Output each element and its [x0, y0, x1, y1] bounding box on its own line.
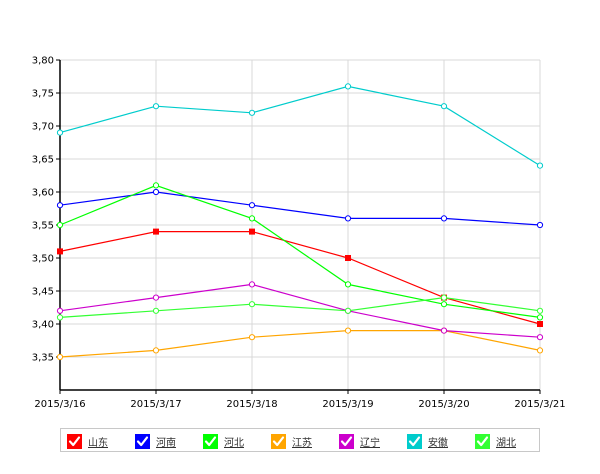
data-point [248, 281, 256, 288]
series-line [59, 191, 541, 226]
data-point [344, 215, 352, 222]
x-tick-label: 2015/3/17 [130, 399, 181, 410]
data-point [536, 314, 544, 321]
y-tick-label: 3,55 [32, 221, 54, 232]
data-point [248, 109, 256, 116]
legend-label[interactable]: 河北 [224, 437, 244, 449]
y-tick-label: 3,60 [32, 188, 54, 199]
legend-item[interactable]: 河北 [203, 433, 244, 449]
legend-label[interactable]: 辽宁 [360, 437, 380, 449]
data-point [536, 162, 544, 169]
y-tick-label: 3,80 [32, 56, 54, 67]
y-tick-label: 3,65 [32, 155, 54, 166]
data-point [440, 103, 448, 110]
y-tick-label: 3,45 [32, 287, 54, 298]
data-point [440, 301, 448, 308]
data-point [248, 334, 256, 341]
data-point [152, 182, 160, 189]
data-point [536, 307, 544, 314]
legend-checkbox-icon[interactable] [135, 433, 150, 449]
data-point [440, 327, 448, 334]
x-tick-label: 2015/3/19 [322, 399, 373, 410]
legend-checkbox-icon[interactable] [67, 433, 82, 449]
legend-label[interactable]: 江苏 [292, 437, 312, 449]
data-point [56, 353, 64, 361]
legend-checkbox-icon[interactable] [475, 433, 490, 449]
legend-checkbox-icon[interactable] [407, 433, 422, 449]
data-point [153, 228, 159, 235]
data-point [344, 281, 352, 288]
legend-item[interactable]: 河南 [135, 433, 176, 449]
x-tick-label: 2015/3/20 [418, 399, 469, 410]
data-point [56, 307, 64, 314]
data-point [152, 188, 160, 196]
legend-item[interactable]: 江苏 [271, 433, 312, 449]
legend-checkbox-icon[interactable] [271, 433, 286, 449]
data-point [152, 103, 160, 110]
data-point [344, 83, 352, 90]
data-point [57, 248, 63, 255]
data-point [248, 215, 256, 222]
data-point [152, 347, 160, 354]
data-point [56, 202, 64, 209]
data-point [248, 301, 256, 308]
data-point [345, 255, 351, 261]
y-tick-label: 3,40 [32, 320, 54, 331]
series-line [59, 283, 541, 338]
y-tick-label: 3,70 [32, 122, 54, 133]
legend-checkbox-icon[interactable] [203, 433, 218, 449]
legend-item[interactable]: 安徽 [407, 433, 448, 449]
y-tick-label: 3,50 [32, 254, 54, 265]
y-tick-label: 3,75 [32, 89, 54, 100]
data-point [537, 321, 543, 327]
data-point [249, 228, 255, 235]
x-tick-label: 2015/3/21 [514, 399, 565, 410]
data-point [152, 307, 160, 314]
series-line [59, 330, 541, 358]
legend-label[interactable]: 湖北 [496, 437, 516, 449]
chart-legend: 山东 河南 河北 江苏 辽宁 安徽 湖北 [60, 428, 540, 452]
data-point [440, 294, 448, 301]
x-tick-label: 2015/3/18 [226, 399, 277, 410]
data-point [248, 202, 256, 209]
data-point [344, 307, 352, 314]
data-point [344, 327, 352, 334]
legend-item[interactable]: 山东 [67, 433, 108, 449]
legend-checkbox-icon[interactable] [339, 433, 354, 449]
y-tick-label: 3,35 [32, 353, 54, 364]
data-point [536, 334, 544, 341]
legend-item[interactable]: 辽宁 [339, 433, 380, 449]
series-line [59, 184, 541, 318]
data-point [536, 221, 544, 229]
legend-label[interactable]: 山东 [88, 437, 108, 449]
series-line [59, 231, 541, 325]
legend-label[interactable]: 河南 [156, 437, 176, 449]
data-point [56, 129, 64, 136]
data-point [440, 215, 448, 222]
legend-label[interactable]: 安徽 [428, 437, 448, 449]
data-point [152, 294, 160, 301]
series-line [59, 85, 541, 167]
data-point [56, 314, 64, 321]
series-line [59, 296, 541, 318]
data-point [536, 347, 544, 354]
legend-item[interactable]: 湖北 [475, 433, 516, 449]
data-point [56, 221, 64, 229]
x-tick-label: 2015/3/16 [34, 399, 85, 410]
